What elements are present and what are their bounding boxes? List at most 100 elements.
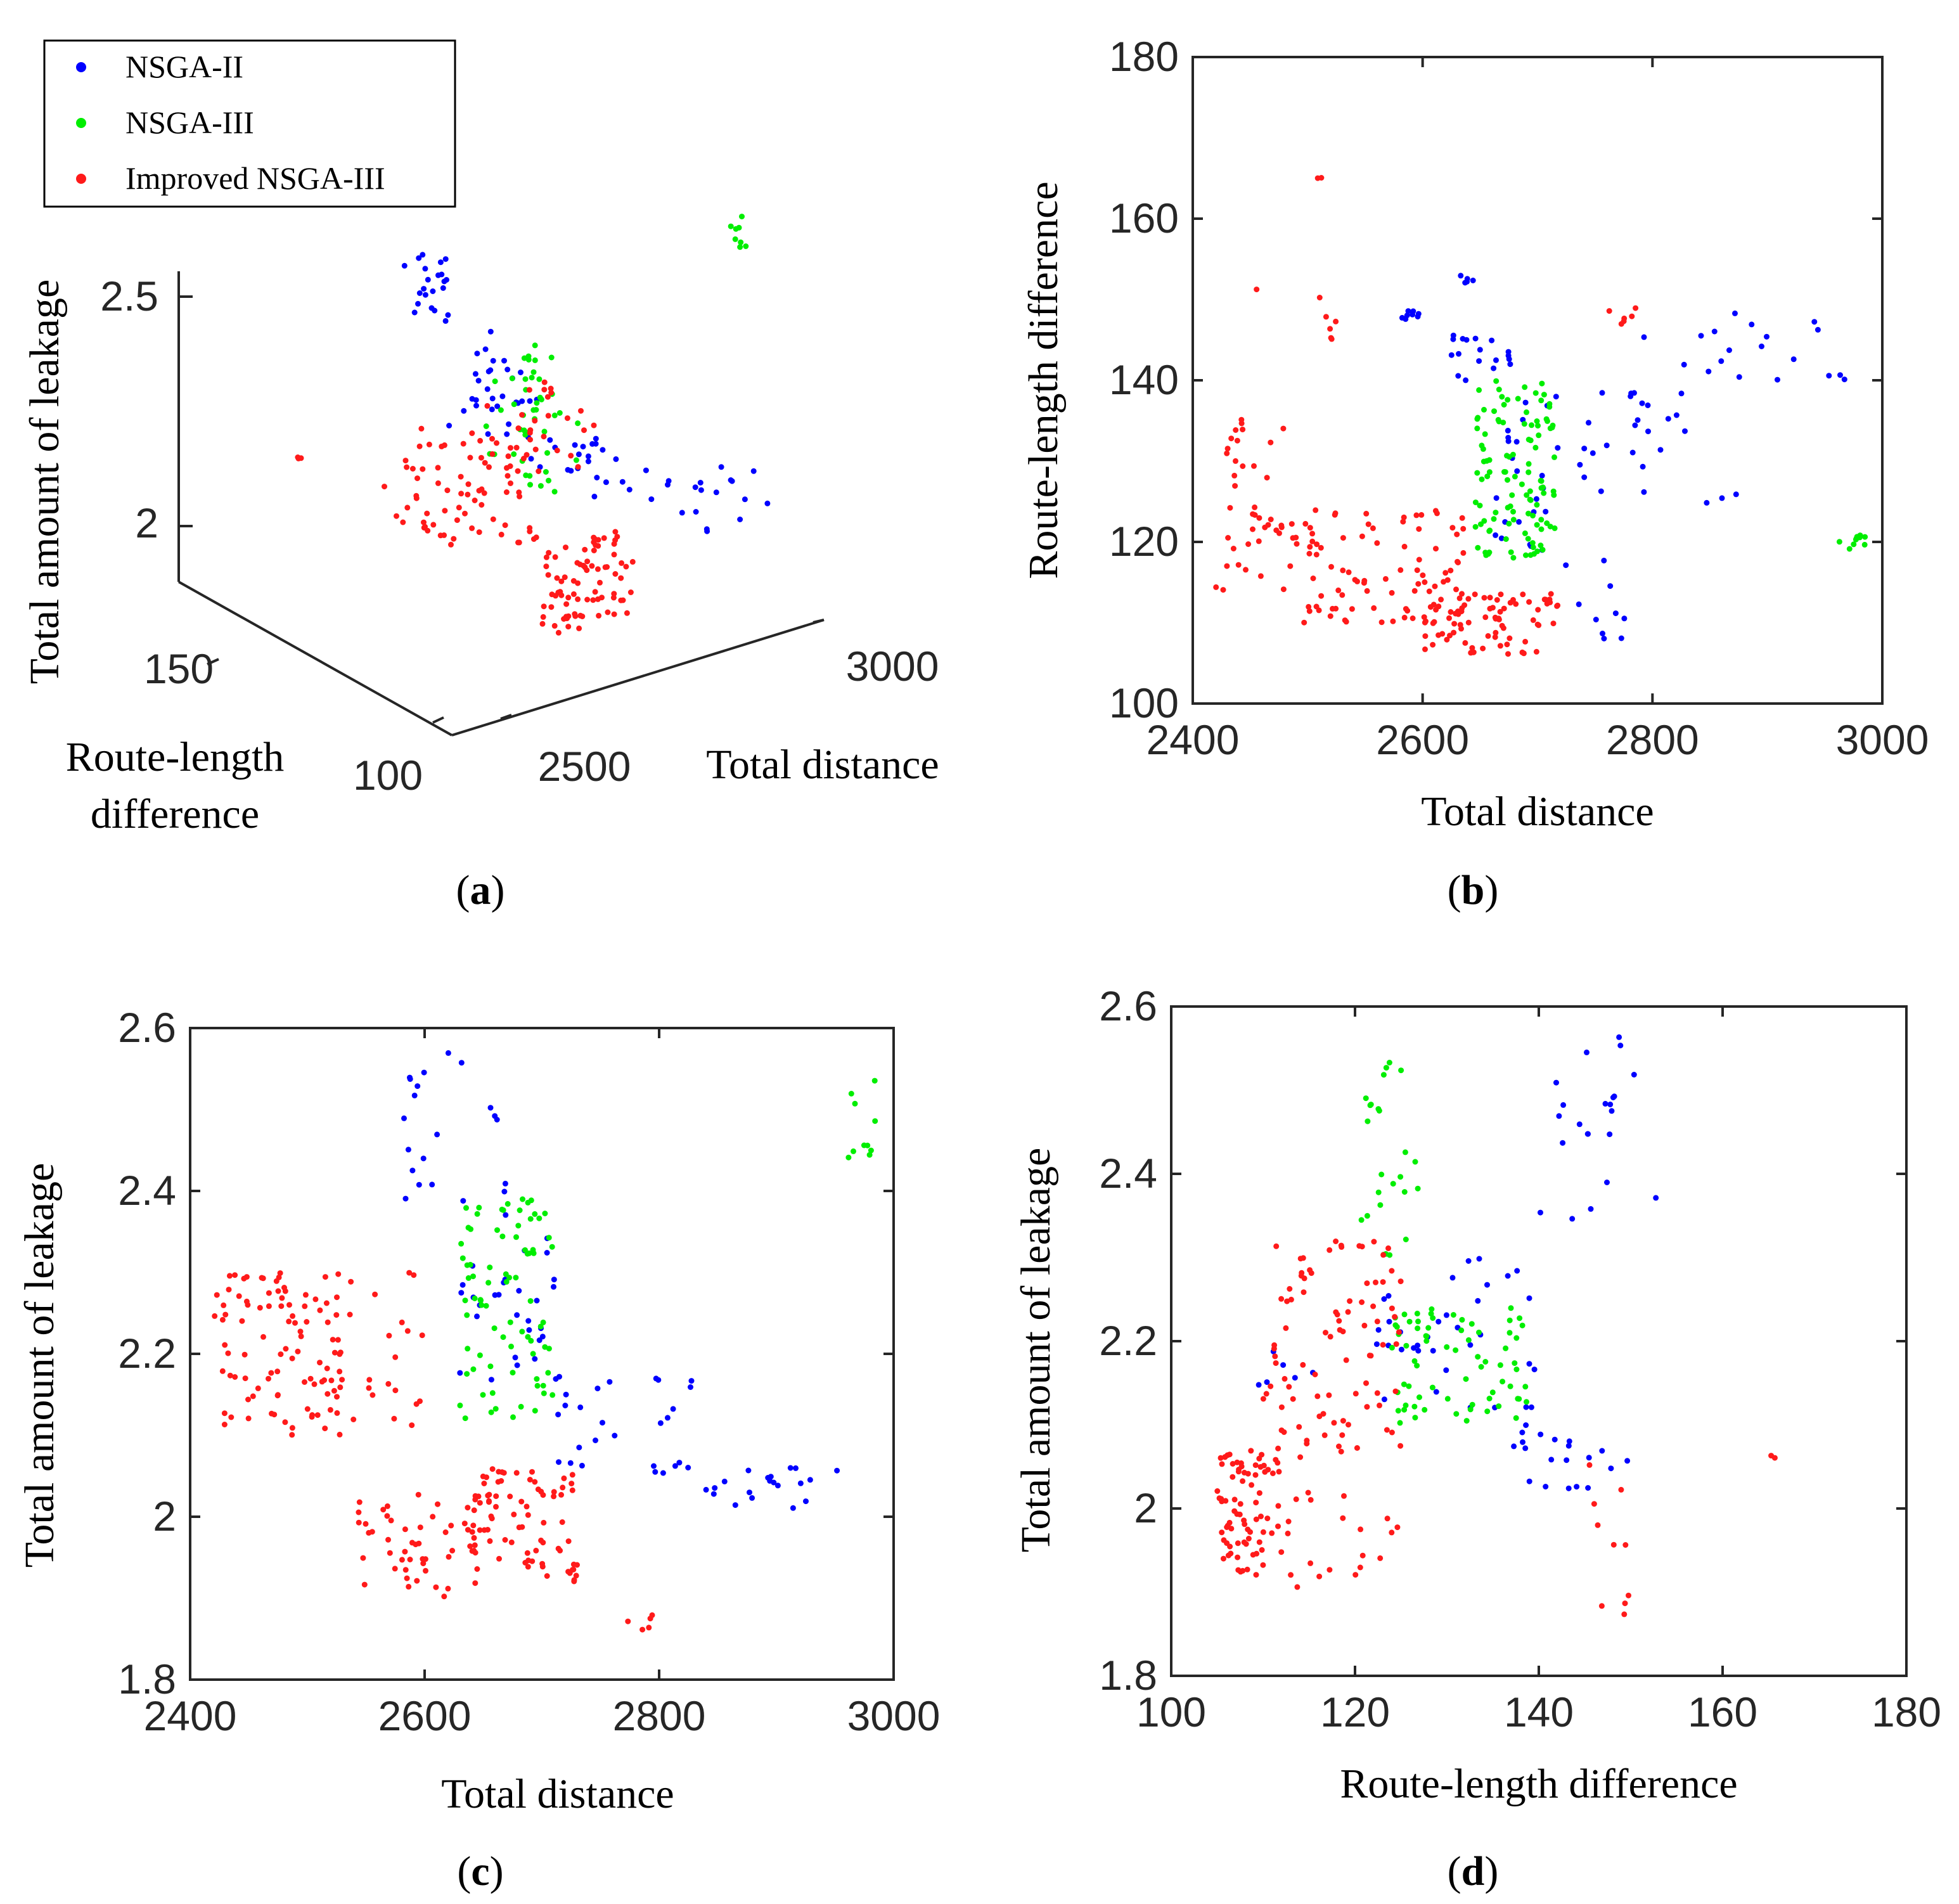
panel-b-x-label: Total distance: [1421, 788, 1654, 835]
panel-c-point-nsga-iii: [483, 1303, 489, 1309]
panel-c-point-improved-nsga-iii: [339, 1377, 345, 1383]
panel-b-point-nsga-iii: [1861, 541, 1868, 548]
panel-d-point-improved-nsga-iii: [1301, 1289, 1307, 1296]
panel-b-point-nsga-ii: [1665, 416, 1671, 422]
panel-b-point-nsga-ii: [1581, 446, 1588, 452]
panel-c-point-improved-nsga-iii: [334, 1394, 340, 1400]
panel-b-point-nsga-iii: [1501, 469, 1507, 475]
panel-c-point-improved-nsga-iii: [448, 1522, 454, 1529]
panel-c-point-improved-nsga-iii: [409, 1422, 415, 1429]
panel-d-point-improved-nsga-iii: [1269, 1530, 1275, 1536]
panel-b-point-nsga-ii: [1645, 428, 1651, 435]
panel-b-point-improved-nsga-iii: [1313, 551, 1320, 558]
panel-d-point-nsga-ii: [1523, 1404, 1529, 1410]
panel-a-point-improved-nsga-iii: [540, 614, 546, 620]
panel-c-point-improved-nsga-iii: [360, 1555, 366, 1561]
panel-b-point-nsga-ii: [1593, 617, 1599, 622]
panel-a-point-improved-nsga-iii: [469, 430, 475, 436]
panel-a-z-label: Total amount of leakage: [22, 280, 68, 685]
panel-c-point-improved-nsga-iii: [222, 1311, 229, 1318]
panel-d-point-nsga-ii: [1526, 1361, 1532, 1367]
legend: NSGA-II NSGA-III Improved NSGA-III: [43, 39, 456, 208]
panel-c-caption-letter: c: [471, 1848, 489, 1894]
panel-b-point-improved-nsga-iii: [1420, 572, 1426, 579]
panel-c-point-nsga-ii: [555, 1412, 562, 1418]
panel-c-point-nsga-ii: [688, 1378, 695, 1384]
panel-a-point-nsga-iii: [551, 489, 558, 495]
panel-d-point-nsga-iii: [1416, 1394, 1422, 1400]
panel-c-point-improved-nsga-iii: [496, 1555, 502, 1562]
panel-c-point-improved-nsga-iii: [266, 1375, 271, 1382]
panel-a-point-nsga-ii: [565, 466, 571, 473]
panel-a-point-improved-nsga-iii: [612, 529, 619, 535]
panel-b-point-improved-nsga-iii: [1316, 607, 1322, 614]
panel-b-point-improved-nsga-iii: [1309, 531, 1316, 537]
panel-b-point-nsga-iii: [1529, 540, 1536, 546]
panel-c-point-improved-nsga-iii: [289, 1425, 295, 1431]
panel-a-point-improved-nsga-iii: [563, 601, 570, 607]
panel-d-point-nsga-ii: [1526, 1295, 1532, 1301]
panel-d-point-improved-nsga-iii: [1371, 1238, 1377, 1245]
panel-c-point-improved-nsga-iii: [570, 1567, 575, 1573]
panel-b-point-nsga-ii: [1507, 361, 1513, 368]
panel-d-plot-area: [1170, 1005, 1908, 1677]
panel-a-point-nsga-iii: [529, 375, 535, 381]
panel-c-point-improved-nsga-iii: [334, 1294, 340, 1301]
panel-a-point-nsga-ii: [501, 357, 507, 364]
panel-a-point-improved-nsga-iii: [519, 412, 525, 418]
panel-c-point-nsga-iii: [480, 1392, 486, 1398]
panel-c-point-nsga-iii: [845, 1154, 852, 1161]
panel-a-point-nsga-ii: [750, 468, 757, 474]
panel-b-point-improved-nsga-iii: [1498, 591, 1504, 598]
panel-c-point-improved-nsga-iii: [369, 1392, 376, 1398]
panel-d-point-nsga-iii: [1515, 1396, 1521, 1402]
panel-a-point-nsga-ii: [692, 484, 698, 491]
panel-a-point-improved-nsga-iii: [498, 531, 504, 537]
panel-d-point-nsga-iii: [1458, 1327, 1465, 1334]
panel-a-point-nsga-iii: [536, 376, 543, 382]
panel-b-point-improved-nsga-iii: [1465, 619, 1472, 626]
panel-b-x-tick: 2600: [1376, 716, 1469, 763]
panel-b-point-nsga-iii: [1510, 451, 1516, 458]
panel-a-point-nsga-ii: [411, 309, 418, 316]
panel-a-point-improved-nsga-iii: [548, 390, 555, 396]
panel-c-point-improved-nsga-iii: [402, 1526, 408, 1533]
panel-d-point-nsga-iii: [1415, 1325, 1421, 1332]
panel-d-point-improved-nsga-iii: [1326, 1247, 1333, 1253]
panel-c-point-improved-nsga-iii: [471, 1507, 477, 1514]
panel-b-point-improved-nsga-iii: [1251, 463, 1257, 469]
panel-a-point-nsga-iii: [556, 410, 563, 416]
panel-b-point-improved-nsga-iii: [1485, 633, 1491, 639]
panel-d-point-improved-nsga-iii: [1591, 1501, 1597, 1507]
panel-b-point-improved-nsga-iii: [1413, 512, 1420, 518]
panel-a-point-improved-nsga-iii: [590, 597, 596, 603]
panel-a-point-improved-nsga-iii: [545, 413, 551, 419]
panel-b-point-improved-nsga-iii: [1434, 510, 1440, 517]
panel-c-point-improved-nsga-iii: [559, 1519, 565, 1525]
panel-b-point-improved-nsga-iii: [1306, 551, 1313, 556]
panel-c-point-nsga-iii: [472, 1296, 478, 1301]
panel-a-point-improved-nsga-iii: [624, 610, 630, 616]
panel-b-point-improved-nsga-iii: [1550, 621, 1557, 627]
panel-a-point-nsga-ii: [490, 357, 496, 364]
panel-c-point-nsga-ii: [807, 1477, 813, 1483]
panel-c-point-nsga-iii: [465, 1225, 472, 1231]
panel-b-point-nsga-iii: [1482, 550, 1489, 556]
panel-d-point-improved-nsga-iii: [1235, 1567, 1242, 1573]
panel-c-point-improved-nsga-iii: [472, 1550, 479, 1556]
panel-b-point-nsga-iii: [1539, 546, 1546, 553]
panel-a-point-nsga-ii: [593, 441, 599, 447]
panel-c-point-improved-nsga-iii: [474, 1566, 480, 1572]
panel-d-point-improved-nsga-iii: [1269, 1470, 1276, 1476]
panel-b-point-improved-nsga-iii: [1533, 648, 1539, 655]
panel-b-point-improved-nsga-iii: [1534, 621, 1541, 627]
panel-b-point-nsga-iii: [1510, 517, 1517, 523]
panel-d-point-improved-nsga-iii: [1256, 1490, 1262, 1496]
panel-b-point-improved-nsga-iii: [1526, 599, 1532, 605]
panel-d-point-improved-nsga-iii: [1316, 1573, 1323, 1579]
panel-a-point-improved-nsga-iii: [611, 611, 617, 617]
panel-a-point-improved-nsga-iii: [552, 554, 558, 560]
panel-d-point-improved-nsga-iii: [1288, 1296, 1294, 1303]
panel-b-point-nsga-ii: [1603, 442, 1610, 449]
panel-c-point-nsga-ii: [514, 1362, 520, 1368]
